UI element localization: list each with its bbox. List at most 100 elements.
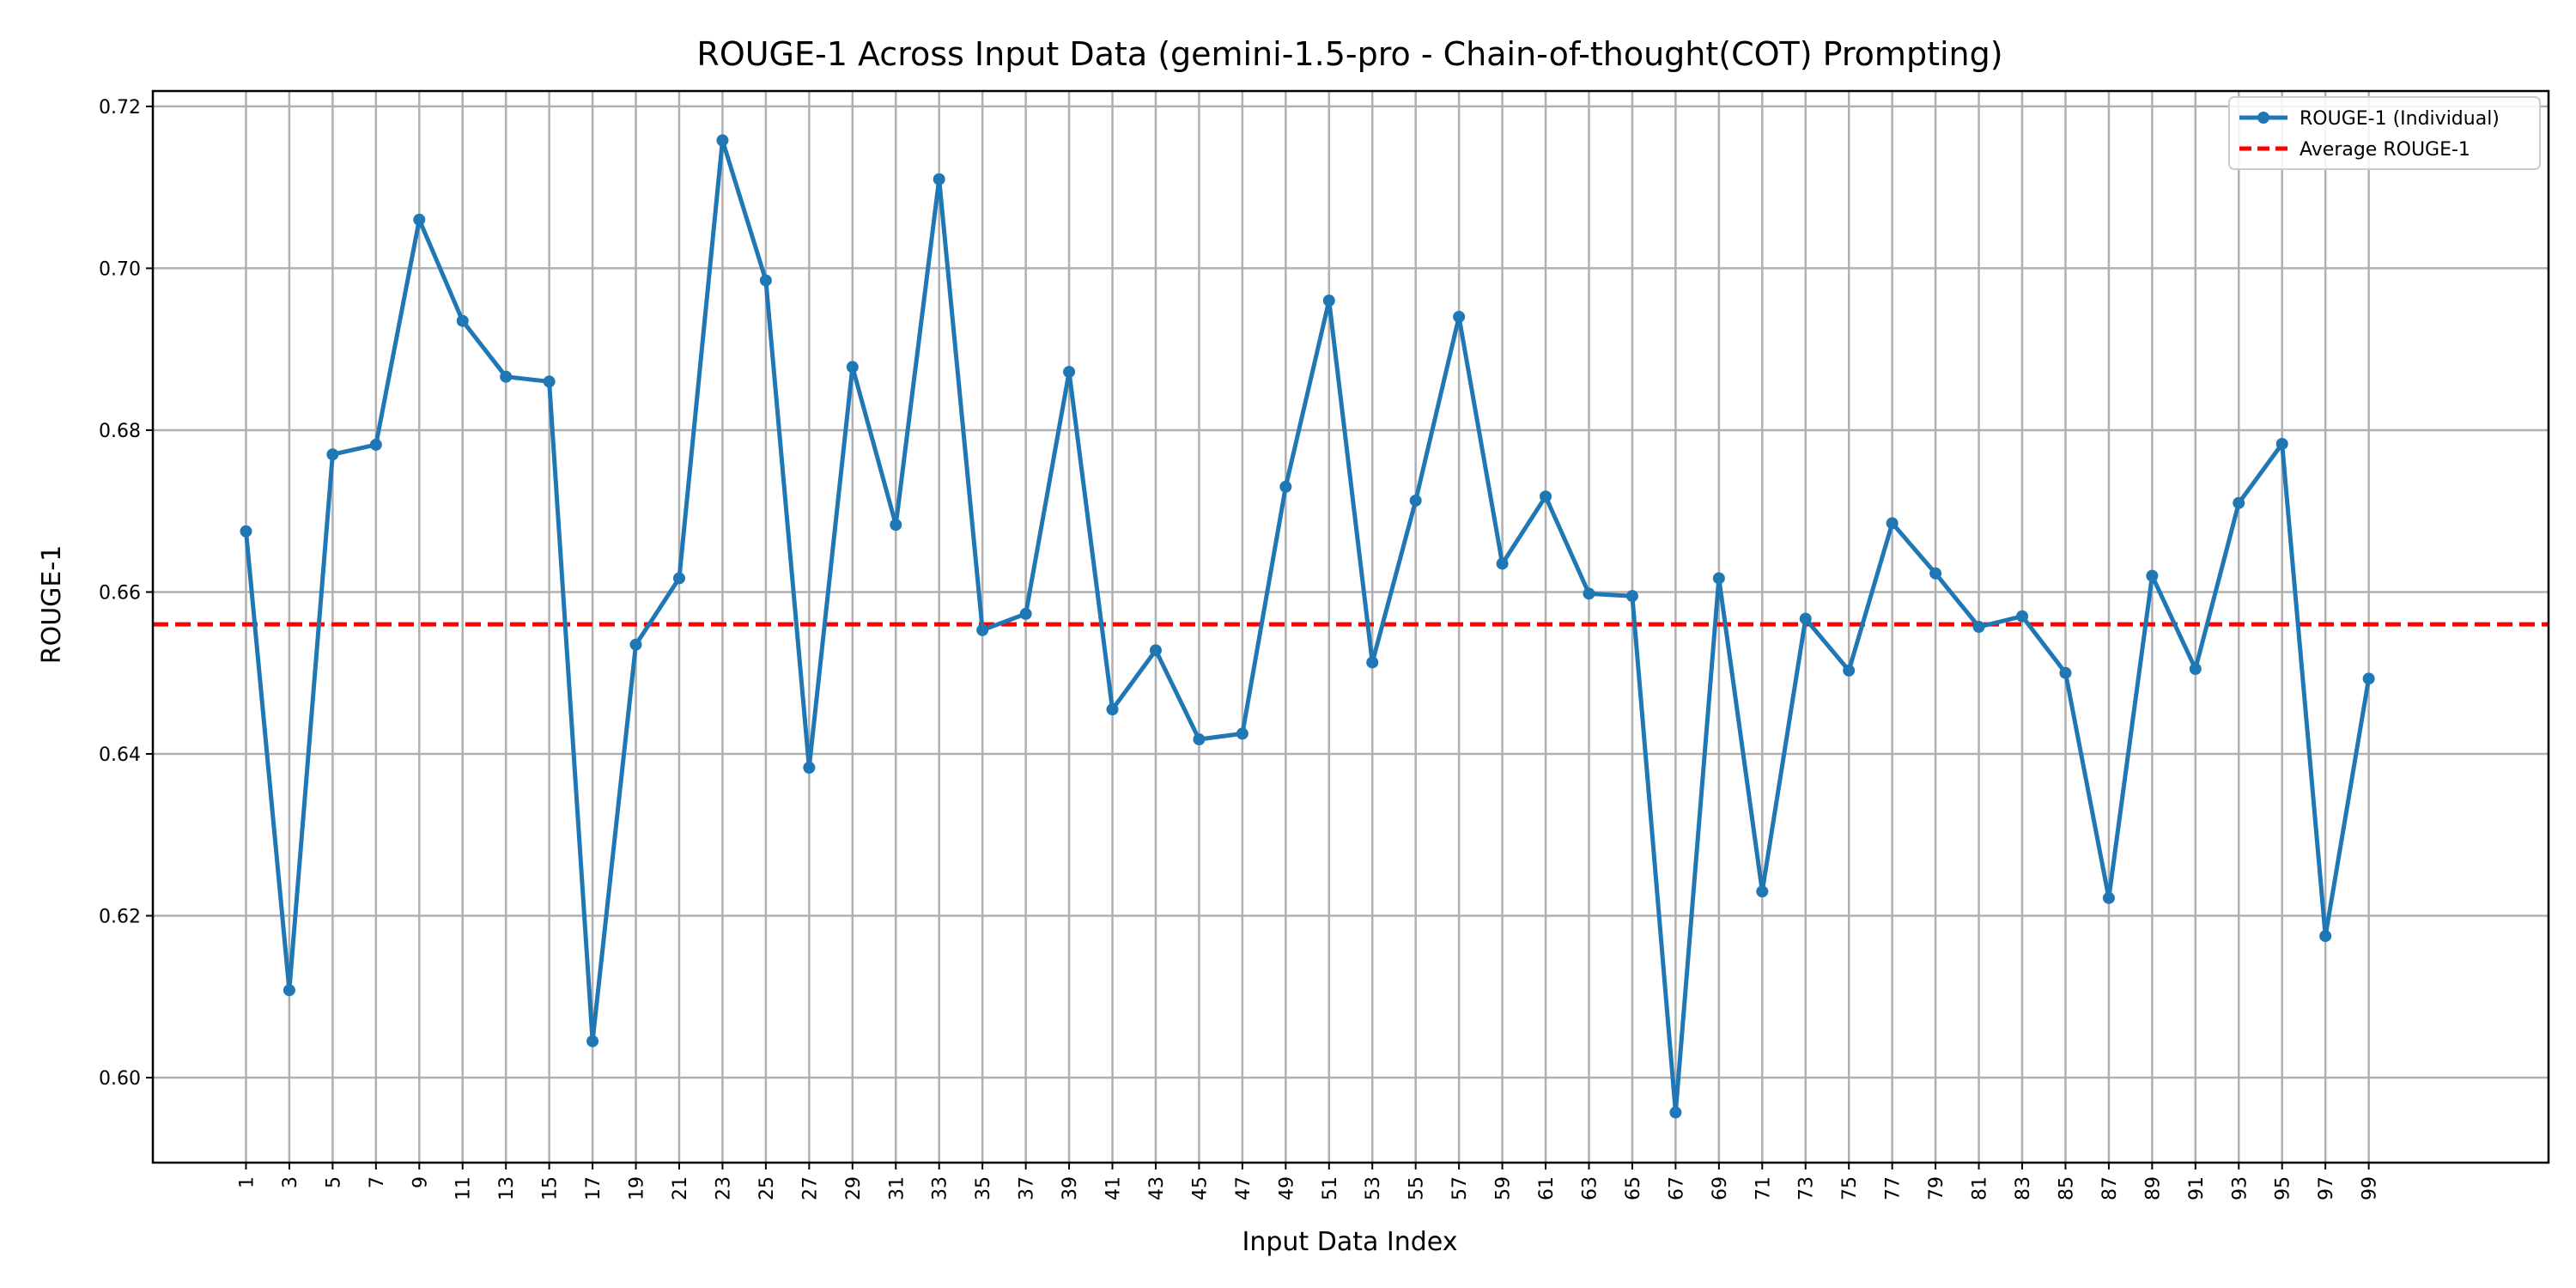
rouge1-data-point — [543, 375, 556, 388]
x-tick-label: 81 — [1970, 1176, 1991, 1200]
y-axis-label: ROUGE-1 — [37, 545, 67, 665]
rouge1-data-point — [1886, 517, 1899, 530]
rouge1-data-point — [413, 213, 426, 226]
y-tick-label: 0.64 — [99, 744, 141, 766]
rouge1-data-point — [1540, 490, 1552, 503]
rouge1-data-point — [933, 173, 945, 185]
rouge1-data-point — [1063, 366, 1076, 379]
x-tick-label: 15 — [540, 1176, 562, 1200]
rouge1-data-point — [1366, 656, 1379, 669]
x-tick-label: 3 — [280, 1176, 301, 1188]
y-tick-label: 0.62 — [99, 907, 141, 928]
grid-layer — [153, 91, 2549, 1163]
rouge1-data-point — [2362, 672, 2375, 685]
x-tick-label: 93 — [2229, 1176, 2251, 1200]
rouge1-data-point — [1929, 567, 1942, 580]
rouge1-data-point — [2059, 666, 2072, 679]
rouge1-data-point — [629, 638, 642, 651]
x-tick-label: 35 — [973, 1176, 994, 1200]
x-tick-label: 13 — [496, 1176, 518, 1200]
x-tick-label: 99 — [2360, 1176, 2381, 1200]
rouge1-data-point — [672, 572, 685, 585]
rouge1-data-point — [326, 448, 339, 461]
rouge1-data-point — [1193, 733, 1206, 746]
rouge1-data-point — [240, 525, 252, 538]
y-tick-label: 0.66 — [99, 582, 141, 604]
x-tick-label: 11 — [453, 1176, 475, 1200]
x-tick-label: 25 — [756, 1176, 778, 1200]
x-tick-label: 63 — [1579, 1176, 1601, 1200]
rouge1-data-point — [2102, 891, 2115, 904]
x-tick-label: 53 — [1363, 1176, 1384, 1200]
rouge1-data-point — [890, 519, 902, 532]
rouge1-individual-line — [244, 138, 2372, 1115]
x-tick-label: 47 — [1233, 1176, 1255, 1200]
series-layer — [240, 134, 2375, 1119]
x-tick-label: 7 — [367, 1176, 388, 1188]
x-tick-label: 73 — [1796, 1176, 1818, 1200]
x-tick-label: 59 — [1493, 1176, 1515, 1200]
x-tick-label: 21 — [670, 1176, 691, 1200]
x-tick-label: 89 — [2142, 1176, 2164, 1200]
x-tick-label: 43 — [1146, 1176, 1168, 1200]
x-tick-label: 57 — [1449, 1176, 1471, 1200]
y-tick-label: 0.60 — [99, 1068, 141, 1090]
rouge1-data-point — [1453, 310, 1466, 323]
rouge1-data-point — [369, 438, 382, 451]
chart-title: ROUGE-1 Across Input Data (gemini-1.5-pr… — [696, 35, 2002, 73]
x-tick-label: 5 — [323, 1176, 344, 1188]
rouge1-data-point — [1496, 557, 1509, 570]
rouge1-data-point — [2146, 569, 2159, 582]
rouge1-data-point — [2275, 437, 2288, 450]
x-tick-label: 45 — [1189, 1176, 1211, 1200]
rouge1-data-point — [1019, 607, 1032, 620]
y-tick-label: 0.68 — [99, 421, 141, 442]
rouge1-data-point — [976, 623, 989, 636]
rouge1-data-point — [1843, 664, 1856, 677]
x-tick-label: 95 — [2273, 1176, 2294, 1200]
x-axis-label: Input Data Index — [1242, 1227, 1458, 1257]
x-tick-label: 39 — [1060, 1176, 1081, 1200]
rouge1-data-point — [1669, 1106, 1682, 1119]
y-tick-label: 0.70 — [99, 258, 141, 280]
rouge1-data-point — [500, 370, 513, 383]
x-tick-label: 67 — [1666, 1176, 1687, 1200]
rouge1-data-point — [846, 361, 859, 374]
rouge1-data-point — [803, 762, 816, 775]
x-tick-label: 17 — [583, 1176, 605, 1200]
x-tick-label: 33 — [930, 1176, 951, 1200]
rouge1-data-point — [2016, 610, 2029, 623]
x-tick-label: 19 — [627, 1176, 648, 1200]
rouge1-data-point — [456, 314, 469, 327]
tick-layer: 1 3 5 7 9 11 13 15 17 19 21 23 25 27 29 31 33 35 37 39 41 43 4… — [99, 97, 2381, 1200]
rouge1-data-point — [1279, 480, 1292, 493]
x-tick-label: 85 — [2056, 1176, 2077, 1200]
x-tick-label: 29 — [843, 1176, 865, 1200]
x-tick-label: 55 — [1406, 1176, 1428, 1200]
rouge1-data-point — [1756, 885, 1769, 898]
rouge1-data-point — [1106, 703, 1119, 716]
rouge1-data-point — [1972, 621, 1985, 633]
legend-average-label: Average ROUGE-1 — [2300, 139, 2470, 161]
legend-box — [2228, 96, 2541, 170]
x-tick-label: 61 — [1536, 1176, 1558, 1200]
x-tick-label: 79 — [1926, 1176, 1947, 1200]
x-tick-label: 75 — [1839, 1176, 1861, 1200]
x-tick-label: 51 — [1320, 1176, 1341, 1200]
x-tick-label: 97 — [2316, 1176, 2337, 1200]
rouge1-data-point — [1322, 295, 1335, 307]
plot-frame — [151, 89, 2550, 1164]
rouge1-data-point — [283, 984, 295, 997]
x-tick-label: 1 — [236, 1176, 258, 1188]
x-tick-label: 37 — [1017, 1176, 1038, 1200]
legend: ROUGE-1 (Individual) Average ROUGE-1 — [2228, 96, 2541, 170]
x-tick-label: 23 — [713, 1176, 734, 1200]
rouge1-data-point — [716, 134, 729, 147]
x-tick-label: 9 — [410, 1176, 431, 1188]
rouge1-data-point — [1712, 572, 1725, 585]
rouge1-data-point — [2319, 930, 2332, 943]
rouge1-data-point — [1799, 612, 1812, 625]
x-tick-label: 71 — [1753, 1176, 1774, 1200]
x-tick-label: 31 — [886, 1176, 908, 1200]
